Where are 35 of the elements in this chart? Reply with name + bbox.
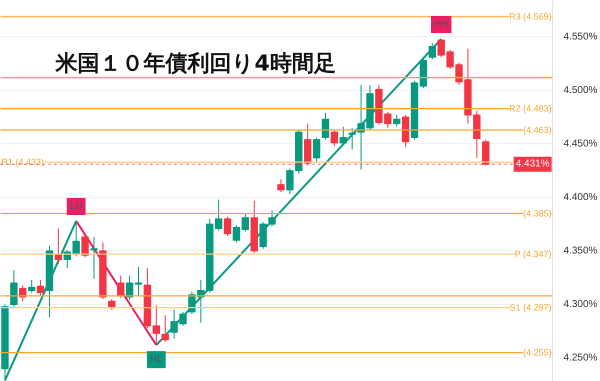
candlestick — [428, 42, 436, 60]
candlestick — [392, 114, 400, 128]
ref-line-label: (4.463) — [523, 124, 552, 135]
y-tick-label: 4.550% — [564, 31, 598, 42]
ref-line-label: P (4.347) — [514, 249, 552, 260]
y-tick-label: 4.250% — [564, 352, 598, 364]
ref-line-label: R1 (4.433) — [1, 157, 44, 168]
candlestick — [81, 233, 89, 258]
data-label: LH — [70, 200, 83, 212]
candlestick — [330, 129, 338, 147]
candlestick — [162, 314, 169, 342]
candlestick — [10, 270, 18, 308]
candlestick — [224, 216, 232, 236]
ref-line-label: (4.385) — [523, 208, 552, 218]
y-tick-label: 4.500% — [564, 84, 598, 96]
y-tick-label: 4.400% — [564, 192, 598, 203]
ref-line-label: R2 (4.483) — [509, 104, 552, 114]
y-tick-label: 4.300% — [564, 298, 598, 310]
y-tick-label: 4.450% — [564, 138, 598, 150]
candlestick — [312, 136, 320, 164]
candlestick — [348, 127, 356, 150]
candlestick — [340, 126, 347, 146]
ref-line-label: (4.255) — [523, 348, 552, 358]
candlestick — [36, 279, 44, 296]
data-label: HH — [434, 19, 448, 30]
text: 米国１０年債利回り4時間足 — [54, 52, 336, 76]
candlestick — [277, 178, 285, 193]
ref-line-label: 4.431% — [516, 158, 550, 170]
candlestick — [90, 236, 98, 280]
candlestick — [28, 279, 36, 294]
candlestick — [116, 275, 124, 299]
ref-line-label: S1 (4.297) — [510, 302, 552, 313]
data-label: HL — [150, 354, 164, 366]
ref-line-label: R3 (4.569) — [509, 12, 552, 22]
y-tick-label: 4.350% — [564, 245, 598, 256]
